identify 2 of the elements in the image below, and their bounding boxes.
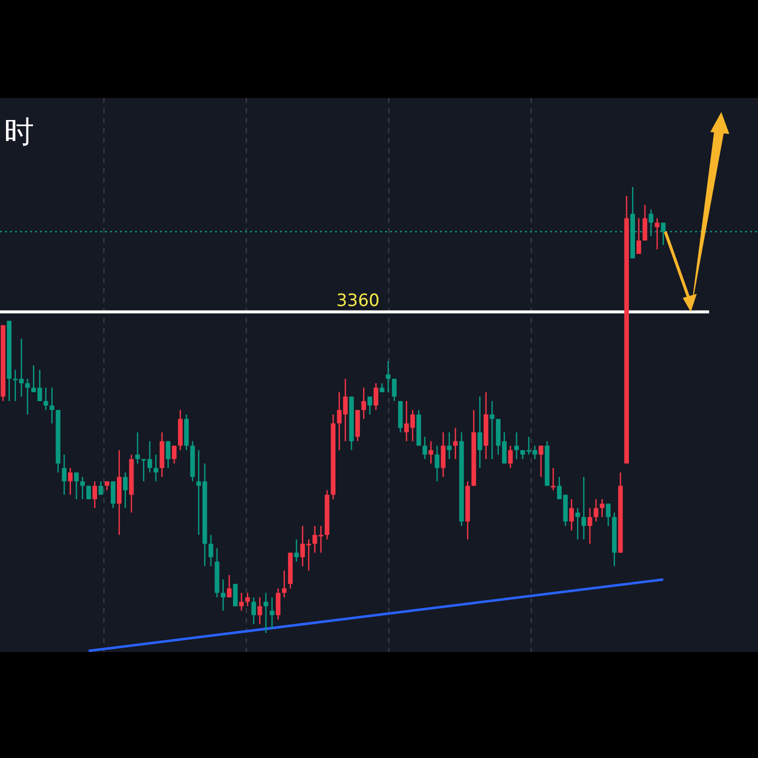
- chart-title: 时: [4, 115, 34, 150]
- annotation: 3360: [336, 290, 380, 311]
